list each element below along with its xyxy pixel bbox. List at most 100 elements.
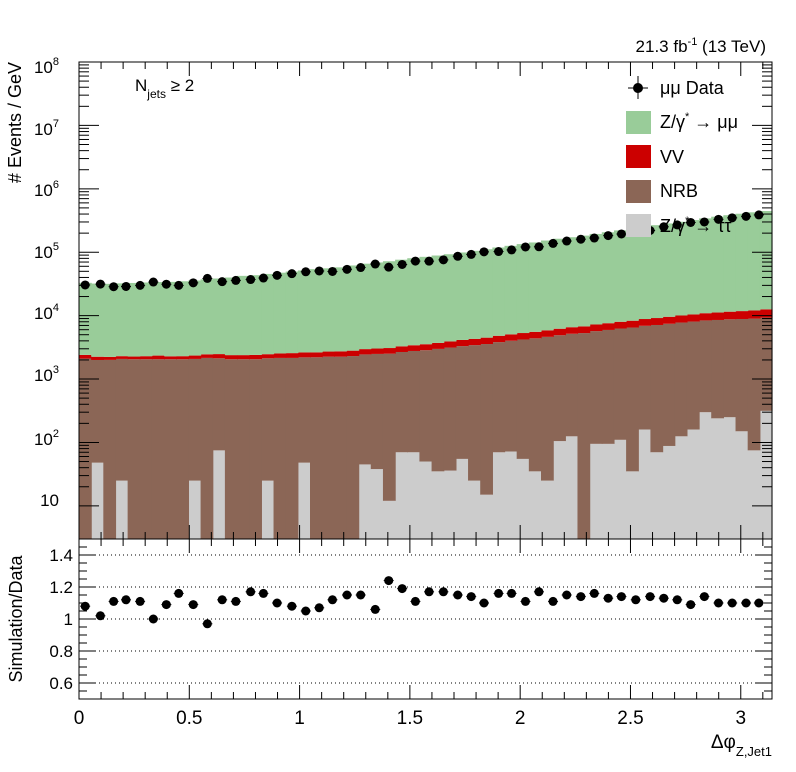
data-point (713, 214, 723, 224)
legend-vv-label: VV (660, 147, 684, 167)
data-point (301, 267, 311, 277)
legend-entry-nrb: NRB (626, 180, 698, 203)
nrb-bin (565, 333, 579, 437)
dy-bin (237, 275, 250, 356)
tautau-bin (492, 452, 506, 539)
dy-bin (638, 226, 652, 320)
ratio-point (507, 588, 517, 598)
tautau-bin (650, 452, 664, 539)
nrb-bin (115, 358, 129, 481)
nrb-bin (747, 318, 761, 451)
ratio-point (645, 592, 655, 602)
data-point (686, 217, 696, 227)
nrb-bin (601, 329, 615, 444)
vv-bin (431, 342, 445, 349)
ratio-y-tick-label: 1.2 (49, 578, 73, 597)
data-point (534, 242, 544, 252)
tautau-bin (553, 441, 566, 539)
nrb-bin (176, 359, 190, 539)
nrb-bin (711, 319, 724, 419)
nrb-bin (261, 358, 275, 481)
dy-bin (164, 281, 177, 357)
ratio-point (246, 587, 256, 597)
data-point (438, 255, 448, 265)
dy-bin (650, 225, 664, 319)
legend-entry-vv: VV (626, 145, 684, 168)
nrb-bin (419, 350, 433, 462)
dy-bin (662, 223, 676, 317)
jet-multiplicity-label: Njets ≥ 2 (135, 76, 194, 101)
data-point (356, 263, 366, 273)
nrb-bin (334, 356, 348, 539)
nrb-bin (455, 346, 469, 459)
vv-bin (674, 315, 688, 323)
ratio-point (287, 601, 297, 611)
tautau-bin (358, 464, 372, 539)
tautau-bin (711, 418, 724, 539)
dy-bin (504, 245, 518, 335)
dy-bin (103, 283, 117, 357)
vv-bin (638, 319, 652, 326)
data-point (217, 277, 227, 287)
nrb-bin (650, 324, 664, 453)
dy-bin (711, 216, 724, 313)
data-point (589, 233, 599, 243)
x-tick-label: 0.5 (176, 708, 202, 729)
vv-bin (613, 321, 627, 329)
ratio-point (603, 593, 613, 603)
vv-bin (188, 355, 202, 359)
nrb-bin (212, 358, 226, 451)
nrb-bin (382, 353, 396, 501)
vv-bin (382, 348, 396, 354)
vv-bin (103, 356, 117, 360)
dy-bin (626, 228, 639, 321)
dy-bin (419, 256, 433, 345)
dy-bin (370, 262, 384, 349)
y-tick-label-1e4: 104 (34, 302, 59, 323)
ratio-point (631, 595, 641, 605)
data-point (188, 278, 198, 288)
vv-bin (735, 311, 749, 319)
data-point (231, 275, 241, 285)
ratio-point (188, 600, 198, 610)
dy-bin (541, 240, 554, 331)
tautau-bin (674, 436, 688, 539)
tautau-bin (480, 494, 493, 539)
vv-bin (516, 333, 530, 340)
dy-bin (334, 267, 348, 352)
tautau-bin (589, 443, 603, 539)
ratio-point (672, 595, 682, 605)
vv-bin (346, 350, 360, 357)
legend-tautau-swatch (626, 214, 651, 237)
ratio-point (95, 611, 105, 621)
ratio-point (397, 584, 407, 594)
legend-nrb-swatch (626, 180, 651, 203)
ratio-point (466, 592, 476, 602)
nrb-bin (91, 359, 104, 463)
data-point (727, 213, 737, 223)
vv-bin (419, 344, 433, 351)
ratio-point (301, 606, 311, 616)
nrb-bin (492, 342, 506, 453)
ratio-point (231, 596, 241, 606)
tautau-bin (297, 462, 311, 539)
top-y-tick-labels: 10 102 103 104 105 106 107 108 (34, 56, 59, 510)
ratio-point (686, 600, 696, 610)
vv-bin (127, 356, 141, 360)
legend-data-label: μμ Data (660, 78, 725, 98)
nrb-bin (553, 335, 566, 442)
dy-bin (188, 280, 202, 356)
vv-bin (164, 356, 177, 360)
vv-bin (723, 311, 737, 320)
legend-vv-swatch (626, 145, 651, 168)
data-point (520, 242, 530, 252)
data-point (397, 259, 407, 269)
vv-bin (200, 354, 214, 358)
ratio-point (438, 587, 448, 597)
vv-bin (443, 341, 457, 348)
data-point (453, 251, 463, 261)
dy-bin (358, 263, 372, 350)
nrb-bin (224, 359, 238, 539)
nrb-bin (589, 331, 603, 444)
dy-bin (151, 282, 165, 356)
